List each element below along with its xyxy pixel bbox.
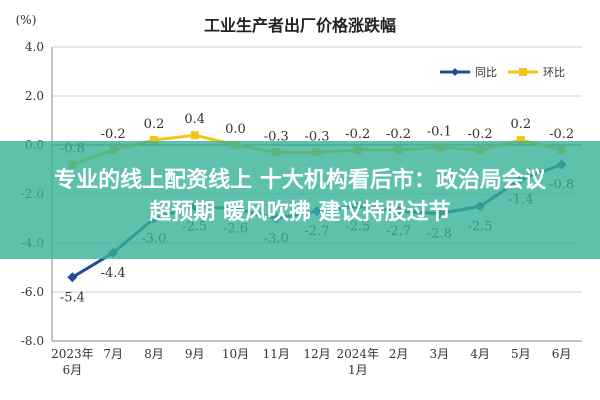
data-label-1: -0.2 [386,127,411,142]
x-tick-line: 1月 [348,363,368,377]
data-label-1: -0.3 [264,129,289,144]
overlay-banner-text: 专业的线上配资线上 十大机构看后市：政治局会议 超预期 暖风吹拂 建议持股过节 [0,165,600,229]
data-label-1: 0.2 [144,117,165,132]
x-tick-label: 10月 [222,347,249,361]
x-tick-line: 7月 [103,347,123,361]
legend-label: 同比 [475,66,497,79]
y-tick-label: -6.0 [21,285,44,299]
legend-swatch-marker-0 [451,68,459,76]
x-tick-line: 2月 [389,347,409,361]
x-tick-label: 2024年 1月 [336,347,379,377]
overlay-banner [0,141,600,259]
x-tick-line: 6月 [552,347,572,361]
y-tick-label: 4.0 [25,40,44,54]
x-tick-line: 11月 [263,347,290,361]
x-tick-label: 2023年 6月 [51,347,94,377]
x-tick-label: 6月 [552,347,572,361]
data-label-1: -0.2 [101,127,126,142]
x-tick-line: 9月 [185,347,205,361]
chart-title: 工业生产者出厂价格涨跌幅 [204,16,396,35]
data-label-1: 0.4 [184,112,205,127]
x-tick-line: 2024年 [336,347,379,361]
data-label-1: -0.2 [468,127,493,142]
data-label-1: 0.2 [511,117,532,132]
series-point-0 [67,272,78,283]
x-tick-line: 12月 [303,347,330,361]
series-point-1 [149,136,158,145]
x-tick-label: 12月 [303,347,330,361]
legend: 同比 环比 [440,66,565,79]
x-tick-line: 3月 [429,347,449,361]
x-tick-line: 10月 [222,347,249,361]
data-label-1: -0.3 [304,129,329,144]
x-tick-label: 11月 [263,347,290,361]
x-tick-label: 9月 [185,347,205,361]
legend-label: 环比 [543,66,565,79]
x-tick-line: 6月 [63,363,83,377]
series-point-1 [190,131,199,140]
x-tick-line: 2023年 [51,347,94,361]
legend-swatch-marker-1 [519,68,527,76]
x-tick-labels: 2023年 6月 7月 8月 9月 10月 11月 12月 2024年 1月 2月 3月 4月 5月 6月 [51,347,571,377]
data-label-1: -0.1 [427,124,452,139]
data-label-0: -5.4 [60,290,85,305]
y-axis-unit: (%) [16,13,37,27]
series-point-1 [516,136,525,145]
data-label-1: 0.0 [225,122,246,137]
x-tick-label: 3月 [429,347,449,361]
data-label-1: -0.2 [345,127,370,142]
banner-line-2: 超预期 暖风吹拂 建议持股过节 [149,200,451,225]
x-tick-label: 2月 [389,347,409,361]
data-label-0: -4.4 [101,266,126,281]
y-tick-label: 2.0 [25,89,44,103]
x-tick-line: 8月 [144,347,164,361]
data-label-1: -0.2 [549,127,574,142]
x-tick-label: 4月 [470,347,490,361]
x-tick-line: 4月 [470,347,490,361]
x-tick-label: 5月 [511,347,531,361]
banner-line-1: 专业的线上配资线上 十大机构看后市：政治局会议 [54,168,546,193]
x-tick-line: 5月 [511,347,531,361]
x-tick-label: 7月 [103,347,123,361]
x-tick-label: 8月 [144,347,164,361]
y-tick-label: -8.0 [21,334,44,348]
